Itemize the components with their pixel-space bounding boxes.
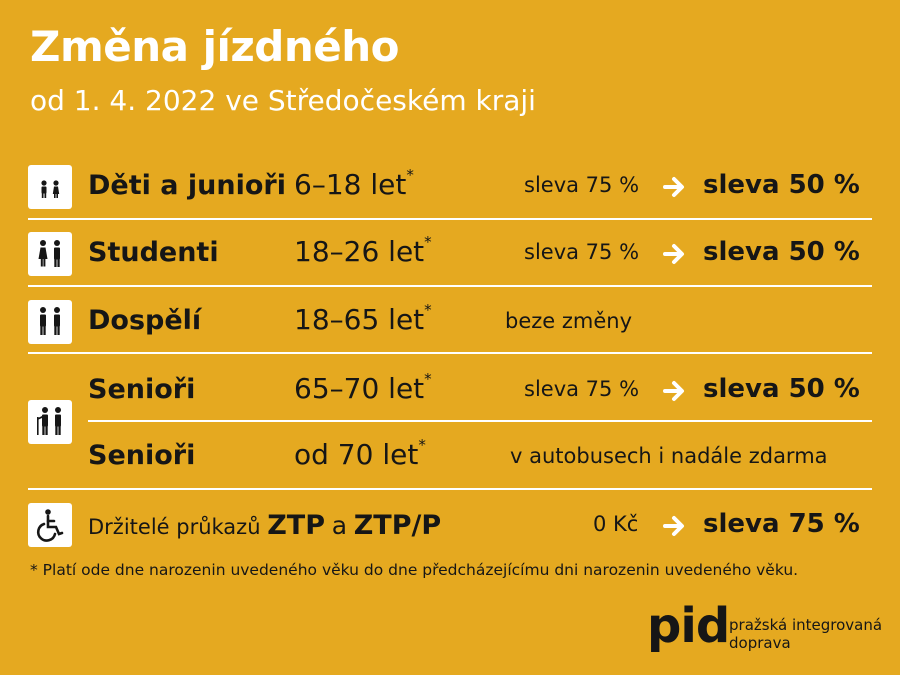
no-change-note: beze změny [505, 309, 633, 333]
ztp-label: Držitelé průkazů ZTP a ZTP/P [88, 510, 442, 541]
new-discount: sleva 75 % [703, 509, 860, 539]
row-age: od 70 let* [294, 436, 426, 471]
divider [28, 218, 872, 220]
adults-icon [28, 300, 72, 344]
arrow-right-icon [663, 381, 684, 401]
fare-row-adults: Dospělí 18–65 let* beze změny [0, 293, 900, 353]
arrow-right-icon [663, 177, 684, 197]
row-age: 6–18 let* [294, 166, 414, 201]
logo-caption-line: pražská integrovaná [729, 616, 883, 634]
new-discount: sleva 50 % [703, 374, 860, 404]
divider [28, 488, 872, 490]
page-title: Změna jízdného [30, 22, 400, 71]
old-discount: sleva 75 % [524, 377, 640, 401]
fare-row-seniors-65: Senioři 65–70 let* sleva 75 % sleva 50 % [0, 360, 900, 420]
footnote: * Platí ode dne narozenin uvedeného věku… [30, 561, 799, 579]
new-discount: sleva 50 % [703, 237, 860, 267]
wheelchair-icon [28, 503, 72, 547]
row-name: Studenti [88, 237, 219, 268]
row-age: 18–26 let* [294, 233, 432, 268]
logo-caption-line: doprava [729, 634, 791, 652]
row-name: Senioři [88, 374, 196, 405]
old-discount: 0 Kč [593, 512, 639, 536]
old-discount: sleva 75 % [524, 173, 640, 197]
children-icon [28, 165, 72, 209]
logo-caption: pražská integrovaná doprava [729, 616, 882, 652]
page-subtitle: od 1. 4. 2022 ve Středočeském kraji [30, 84, 536, 117]
new-discount: sleva 50 % [703, 170, 860, 200]
seniors-icon [28, 400, 72, 444]
row-age: 65–70 let* [294, 370, 432, 405]
arrow-right-icon [663, 516, 684, 536]
fare-row-seniors-70: Senioři od 70 let* v autobusech i nadále… [0, 428, 900, 488]
students-icon [28, 232, 72, 276]
arrow-right-icon [663, 244, 684, 264]
fare-row-students: Studenti 18–26 let* sleva 75 % sleva 50 … [0, 225, 900, 285]
free-bus-note: v autobusech i nadále zdarma [510, 444, 828, 468]
fare-row-ztp: Držitelé průkazů ZTP a ZTP/P 0 Kč sleva … [0, 496, 900, 556]
old-discount: sleva 75 % [524, 240, 640, 264]
row-name: Senioři [88, 440, 196, 471]
pid-logo: pid [647, 598, 730, 654]
row-age: 18–65 let* [294, 301, 432, 336]
row-name: Dospělí [88, 305, 202, 336]
row-name: Děti a junioři [88, 170, 286, 201]
fare-row-children: Děti a junioři 6–18 let* sleva 75 % slev… [0, 158, 900, 218]
divider [28, 352, 872, 354]
divider [28, 285, 872, 287]
divider [88, 420, 872, 422]
